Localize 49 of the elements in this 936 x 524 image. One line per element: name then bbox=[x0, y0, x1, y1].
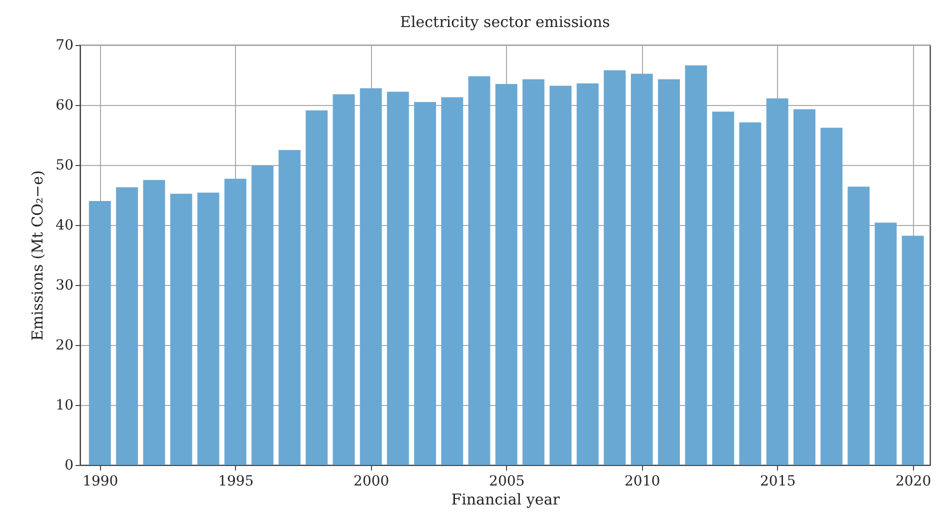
x-tick-label: 2020 bbox=[895, 474, 932, 490]
bar bbox=[766, 98, 788, 465]
bar bbox=[848, 186, 870, 465]
chart-title: Electricity sector emissions bbox=[400, 13, 610, 31]
bar bbox=[468, 76, 490, 465]
bar bbox=[576, 83, 599, 465]
bar bbox=[332, 94, 355, 465]
bar bbox=[874, 222, 897, 465]
bar bbox=[224, 178, 246, 465]
y-tick-label: 60 bbox=[56, 98, 74, 114]
bar bbox=[116, 187, 138, 465]
bar bbox=[387, 92, 409, 465]
x-tick-label: 2010 bbox=[624, 474, 660, 490]
y-tick-label: 50 bbox=[56, 158, 74, 174]
bar bbox=[793, 109, 816, 465]
y-tick-label: 20 bbox=[56, 338, 74, 354]
bar bbox=[902, 236, 924, 465]
x-tick-label: 1990 bbox=[82, 474, 118, 490]
bar bbox=[252, 166, 274, 465]
bar bbox=[170, 194, 192, 465]
bar bbox=[658, 79, 680, 465]
y-tick-label: 70 bbox=[56, 38, 74, 54]
x-tick-label: 2000 bbox=[354, 474, 390, 490]
bar bbox=[630, 74, 653, 465]
bar bbox=[495, 84, 518, 465]
bar bbox=[197, 192, 220, 465]
bar bbox=[820, 128, 842, 465]
bar bbox=[712, 112, 734, 465]
bar bbox=[739, 122, 762, 465]
x-tick-label: 2005 bbox=[489, 474, 525, 490]
bar bbox=[522, 79, 544, 465]
bar bbox=[604, 70, 626, 465]
bar bbox=[550, 86, 572, 465]
x-tick-label: 2015 bbox=[760, 474, 796, 490]
bar bbox=[414, 102, 436, 465]
y-tick-label: 0 bbox=[64, 458, 74, 474]
bar bbox=[685, 65, 707, 465]
bar bbox=[360, 88, 382, 465]
y-axis-title: Emissions (Mt CO₂−e) bbox=[28, 170, 47, 341]
bar bbox=[306, 110, 328, 465]
y-tick-label: 30 bbox=[56, 278, 74, 294]
bar bbox=[143, 180, 166, 465]
x-tick-label: 1995 bbox=[218, 474, 254, 490]
y-tick-label: 10 bbox=[56, 398, 74, 414]
bar bbox=[441, 97, 464, 465]
bar bbox=[278, 150, 301, 465]
y-tick-label: 40 bbox=[56, 218, 74, 234]
x-axis-title: Financial year bbox=[451, 490, 561, 508]
bar bbox=[88, 201, 111, 465]
